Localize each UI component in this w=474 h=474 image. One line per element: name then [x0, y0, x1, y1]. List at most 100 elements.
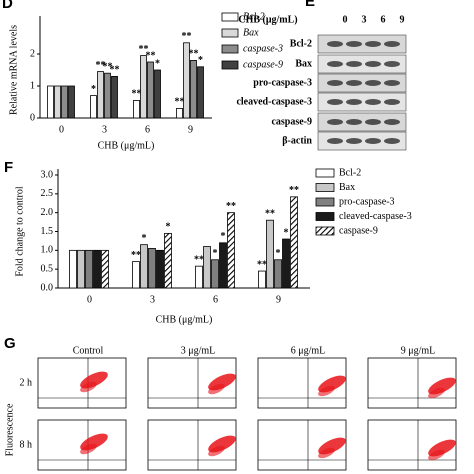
bar	[61, 85, 68, 119]
x-tick-label: 6	[213, 294, 218, 305]
x-tick-label: 0	[87, 294, 92, 305]
blot-band	[327, 138, 343, 144]
significance: *	[276, 248, 281, 259]
significance: **	[226, 201, 236, 212]
significance: *	[198, 55, 203, 66]
bar	[195, 265, 203, 289]
y-axis-title: Fold change to control	[14, 186, 25, 276]
bar	[104, 72, 111, 119]
cell-cloud	[80, 443, 97, 455]
significance: **	[175, 97, 185, 108]
blot-row-label: cleaved-caspase-3	[236, 96, 312, 107]
bar	[266, 219, 274, 289]
blot-band	[384, 138, 400, 144]
x-tick-label: 3	[150, 294, 155, 305]
cell-cloud	[318, 447, 335, 459]
y-tick-label: 2.0	[41, 207, 54, 218]
bar	[140, 55, 147, 119]
bar	[77, 249, 85, 289]
significance: *	[166, 222, 171, 233]
cell-cloud	[80, 381, 97, 393]
cell-cloud	[428, 387, 445, 399]
bar	[68, 85, 75, 119]
x-tick-label: 0	[59, 124, 64, 135]
legend-label: Bcl-2	[339, 167, 361, 178]
bar	[282, 238, 290, 289]
significance: **	[110, 65, 120, 76]
bar	[203, 246, 211, 289]
significance: **	[103, 61, 113, 72]
blot-band	[346, 99, 362, 105]
significance: *	[213, 248, 218, 259]
blot-band	[346, 138, 362, 144]
significance: **	[189, 49, 199, 60]
significance: **	[289, 185, 299, 196]
blot-row-label: pro-caspase-3	[253, 77, 312, 88]
legend-swatch	[315, 212, 335, 221]
bar	[164, 232, 172, 289]
blot-band	[346, 119, 362, 125]
lane-label: 9	[400, 14, 405, 25]
bar	[219, 242, 227, 289]
x-tick-label: 9	[276, 294, 281, 305]
significance: **	[194, 254, 204, 265]
y-tick-label: 1.0	[41, 245, 54, 256]
x-tick-label: 3	[102, 124, 107, 135]
significance: **	[131, 250, 141, 261]
bar	[93, 249, 101, 289]
significance: *	[91, 84, 96, 95]
legend-swatch	[315, 226, 335, 236]
legend-swatch	[221, 60, 239, 70]
legend-swatch	[221, 44, 239, 54]
flow-column-label: 6 μg/mL	[291, 345, 326, 356]
lane-label: 3	[362, 14, 367, 25]
blot-band	[365, 61, 381, 67]
panel-label: F	[4, 159, 13, 176]
significance: **	[182, 31, 192, 42]
blot-row-label: caspase-9	[271, 116, 312, 127]
bar	[258, 270, 266, 289]
panel-label: D	[2, 0, 13, 12]
y-tick-label: 0	[30, 112, 35, 123]
blot-row-label: β-actin	[282, 135, 312, 146]
blot-band	[327, 99, 343, 105]
y-tick-label: 2	[30, 48, 35, 59]
blot-band	[384, 61, 400, 67]
blot-band	[327, 41, 343, 47]
flow-column-label: 9 μg/mL	[401, 345, 436, 356]
flow-y-title: Fluorescence	[4, 403, 15, 456]
blot-band	[327, 61, 343, 67]
bar	[183, 42, 190, 119]
legend-label: cleaved-caspase-3	[339, 211, 412, 222]
significance: **	[96, 60, 106, 71]
x-axis-title: CHB (μg/mL)	[98, 140, 155, 151]
blot-band	[365, 41, 381, 47]
bar	[154, 69, 161, 119]
y-axis-title: Relative mRNA levels	[8, 25, 19, 115]
x-tick-label: 6	[145, 124, 150, 135]
y-tick-label: 1	[30, 80, 35, 91]
lane-label: 6	[381, 14, 386, 25]
bar	[132, 261, 140, 289]
blot-band	[346, 80, 362, 86]
y-tick-label: 1.5	[41, 226, 54, 237]
bar	[54, 85, 61, 119]
legend-label: pro-caspase-3	[339, 196, 395, 207]
cell-cloud	[428, 449, 445, 461]
legend-label: caspase-9	[243, 59, 283, 70]
cell-cloud	[208, 445, 225, 457]
blot-band	[365, 138, 381, 144]
legend-swatch	[221, 12, 239, 22]
bar	[211, 259, 219, 289]
y-tick-label: 0.0	[41, 282, 54, 293]
blot-band	[346, 61, 362, 67]
blot-band	[365, 119, 381, 125]
blot-band	[365, 99, 381, 105]
bar	[274, 259, 282, 289]
bar	[133, 100, 140, 119]
legend-swatch	[315, 183, 335, 192]
western-blot: E CHB (μg/mL) 0 3 6 9 Bcl-2 Bax pro-caspase-3 cle…	[236, 0, 407, 151]
legend-label: caspase-3	[243, 43, 283, 54]
bar	[97, 71, 104, 119]
